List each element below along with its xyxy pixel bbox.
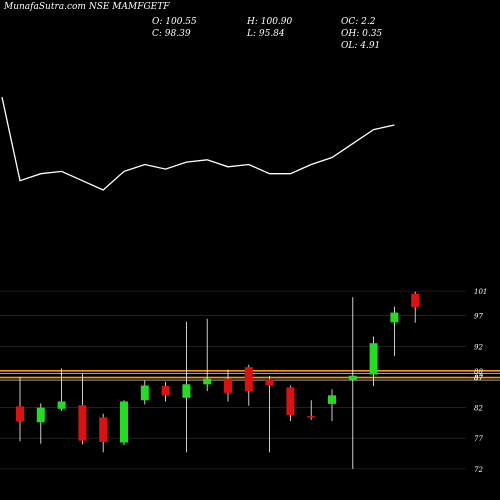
candle-body [286, 387, 295, 415]
open-value: O: 100.55 [152, 17, 197, 27]
candle-body [203, 378, 212, 385]
level-label: 88 [474, 368, 483, 376]
candle-body [120, 401, 128, 443]
candle-body [161, 386, 170, 396]
y-tick-label: 82 [474, 405, 483, 413]
y-tick-label: 87 [474, 374, 483, 382]
oh-value: OH: 0.35 [341, 29, 383, 39]
candle-body [244, 367, 253, 392]
oc-value: OC: 2.2 [341, 17, 376, 27]
low-value: L: 95.84 [247, 29, 285, 39]
candle-body [390, 312, 399, 323]
price-line [1, 96, 395, 191]
candle-body [36, 407, 45, 423]
y-tick-label: 92 [474, 343, 483, 351]
candle-body [224, 378, 232, 393]
level-label: 87 [474, 375, 483, 383]
candle-body [411, 293, 420, 308]
y-tick-label: 97 [474, 313, 483, 321]
candle-body [307, 416, 316, 418]
candle-body [57, 401, 66, 409]
y-tick-label: 101 [474, 288, 487, 296]
candle-body [328, 395, 336, 404]
candle-body [182, 384, 191, 398]
candle-body [369, 343, 378, 375]
ticker-label: MunafaSutra.com NSE MAMFGETF [4, 2, 170, 12]
candle-body [348, 375, 357, 380]
y-tick-label: 72 [474, 466, 483, 474]
candle-body [78, 405, 87, 441]
candle-body [140, 385, 149, 401]
close-value: C: 98.39 [152, 29, 191, 39]
candle-body [99, 417, 108, 442]
high-value: H: 100.90 [247, 17, 293, 27]
y-tick-label: 77 [474, 435, 483, 443]
ol-value: OL: 4.91 [341, 41, 381, 51]
candle-body [16, 406, 24, 422]
candle-body [265, 379, 274, 386]
